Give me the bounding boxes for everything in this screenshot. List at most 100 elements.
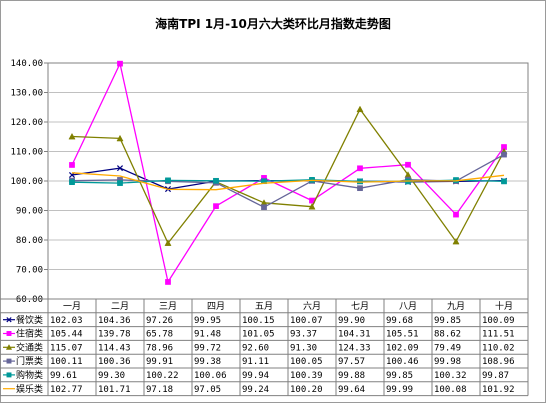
data-cell: 79.49 xyxy=(434,343,461,353)
data-cell: 115.07 xyxy=(50,343,83,353)
data-cell: 100.07 xyxy=(290,316,323,326)
data-cell: 99.87 xyxy=(482,371,509,381)
data-cell: 100.15 xyxy=(242,316,275,326)
data-cell: 100.09 xyxy=(482,316,515,326)
data-cell: 108.96 xyxy=(482,357,515,367)
data-point xyxy=(213,203,219,209)
legend-key-marker xyxy=(5,344,13,350)
data-cell: 100.36 xyxy=(98,357,131,367)
data-cell: 100.46 xyxy=(386,357,419,367)
data-cell: 99.72 xyxy=(194,343,221,353)
legend-key-marker xyxy=(6,317,12,323)
data-cell: 88.62 xyxy=(434,330,461,340)
data-cell: 97.18 xyxy=(146,385,173,395)
data-cell: 100.20 xyxy=(290,385,323,395)
series-line xyxy=(71,108,505,244)
data-cell: 99.95 xyxy=(194,316,221,326)
data-point xyxy=(501,151,507,158)
data-cell: 91.48 xyxy=(194,330,221,340)
data-point xyxy=(213,177,219,184)
data-cell: 101.92 xyxy=(482,385,515,395)
data-cell: 99.91 xyxy=(146,357,173,367)
data-cell: 100.11 xyxy=(50,357,83,367)
category-label: 九月 xyxy=(447,301,465,312)
category-label: 二月 xyxy=(111,301,129,312)
data-point xyxy=(452,237,460,245)
data-cell: 104.36 xyxy=(98,316,131,326)
series-name: 交通类 xyxy=(16,341,43,353)
data-point xyxy=(308,203,316,210)
data-cell: 99.94 xyxy=(242,371,269,381)
data-cell: 110.02 xyxy=(482,343,515,353)
data-point xyxy=(164,239,172,246)
data-cell: 124.33 xyxy=(338,343,371,353)
data-cell: 114.43 xyxy=(98,343,131,353)
data-cell: 102.03 xyxy=(50,316,83,326)
legend-key-marker xyxy=(6,331,12,336)
y-tick-label: 120.00 xyxy=(10,118,43,128)
data-cell: 97.05 xyxy=(194,385,221,395)
chart-title: 海南TPI 1月-10月六大类环比月指数走势图 xyxy=(155,16,391,31)
data-cell: 100.08 xyxy=(434,385,467,395)
data-point xyxy=(117,180,123,186)
category-label: 一月 xyxy=(63,301,81,312)
data-cell: 104.31 xyxy=(338,330,371,340)
legend-key-marker xyxy=(6,372,12,378)
data-cell: 105.51 xyxy=(386,330,419,340)
data-point xyxy=(117,60,123,67)
data-cell: 111.51 xyxy=(482,330,515,340)
category-label: 十月 xyxy=(495,300,513,312)
data-cell: 92.60 xyxy=(242,343,269,353)
data-cell: 99.98 xyxy=(434,357,461,367)
data-cell: 99.38 xyxy=(194,357,221,367)
data-cell: 91.11 xyxy=(242,357,269,367)
data-cell: 139.78 xyxy=(98,330,131,340)
data-point xyxy=(116,134,124,142)
data-cell: 91.30 xyxy=(290,343,317,353)
data-cell: 100.39 xyxy=(290,371,323,381)
data-cell: 99.88 xyxy=(338,371,365,381)
data-cell: 102.09 xyxy=(386,343,419,353)
data-cell: 102.77 xyxy=(50,385,83,395)
data-cell: 99.85 xyxy=(386,371,413,381)
data-cell: 97.26 xyxy=(146,316,173,326)
data-cell: 97.57 xyxy=(338,357,365,367)
category-label: 六月 xyxy=(303,300,321,312)
data-cell: 99.68 xyxy=(386,316,413,326)
data-point xyxy=(357,178,363,185)
category-label: 五月 xyxy=(255,301,273,312)
data-point xyxy=(405,161,411,168)
y-tick-label: 70.00 xyxy=(16,266,43,276)
data-point xyxy=(69,179,75,186)
y-tick-label: 90.00 xyxy=(16,207,43,217)
data-point xyxy=(165,279,171,285)
data-cell: 101.05 xyxy=(242,330,275,340)
data-cell: 100.06 xyxy=(194,371,227,381)
series-name: 住宿类 xyxy=(16,328,43,340)
y-tick-label: 130.00 xyxy=(10,89,43,99)
series-line xyxy=(71,172,505,191)
data-point xyxy=(261,204,267,211)
data-point xyxy=(116,165,124,172)
data-point xyxy=(501,178,507,185)
data-cell: 100.32 xyxy=(434,371,467,381)
series-name: 娱乐类 xyxy=(16,383,43,395)
data-point xyxy=(357,165,363,172)
category-label: 三月 xyxy=(159,301,177,312)
y-tick-label: 60.00 xyxy=(16,295,43,305)
data-point xyxy=(453,211,459,218)
data-point xyxy=(165,177,171,184)
data-cell: 101.71 xyxy=(98,385,131,395)
data-cell: 99.30 xyxy=(98,371,125,381)
data-cell: 78.96 xyxy=(146,343,173,353)
y-tick-label: 140.00 xyxy=(10,59,43,69)
data-point xyxy=(69,162,75,168)
data-cell: 99.99 xyxy=(386,385,413,395)
data-cell: 65.78 xyxy=(146,330,173,340)
series-name: 购物类 xyxy=(16,369,43,381)
data-point xyxy=(357,185,363,192)
series-name: 餐饮类 xyxy=(16,314,43,326)
data-cell: 99.90 xyxy=(338,316,365,326)
data-cell: 99.61 xyxy=(50,371,77,381)
